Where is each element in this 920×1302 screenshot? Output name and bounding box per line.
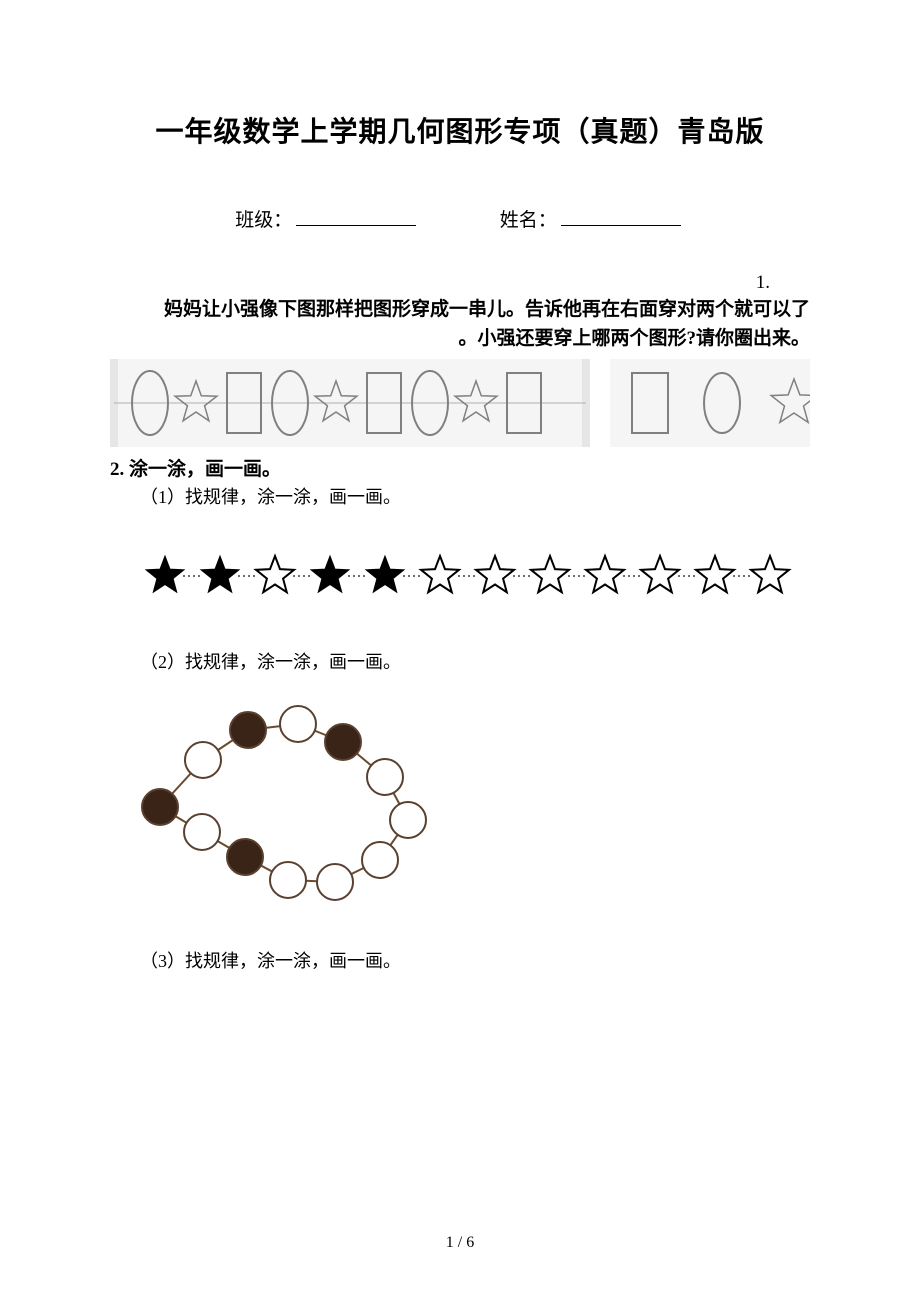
page-footer: 1 / 6: [0, 1234, 920, 1252]
name-blank: [561, 207, 681, 226]
info-line: 班级： 姓名：: [110, 205, 810, 232]
q2-sub1: （1）找规律，涂一涂，画一画。: [140, 483, 810, 509]
q2-sub3: （3）找规律，涂一涂，画一画。: [140, 947, 810, 973]
q2-heading: 2. 涂一涂，画一画。: [110, 454, 810, 481]
q1-line1: 妈妈让小强像下图那样把图形穿成一串儿。告诉他再在右面穿对两个就可以了: [164, 299, 810, 320]
name-label: 姓名：: [500, 210, 557, 231]
q1-number: 1.: [110, 272, 810, 294]
q1-line2: 。小强还要穿上哪两个图形?请你圈出来。: [458, 328, 810, 349]
q2-diamond-loop: [140, 702, 440, 912]
class-label: 班级：: [235, 210, 292, 231]
q2-sub2: （2）找规律，涂一涂，画一画。: [140, 648, 810, 674]
page-title: 一年级数学上学期几何图形专项（真题）青岛版: [110, 110, 810, 150]
class-blank: [296, 207, 416, 226]
page: 一年级数学上学期几何图形专项（真题）青岛版 班级： 姓名： 1. 妈妈让小强像下…: [0, 0, 920, 1302]
q2-stars-row: [140, 551, 800, 601]
q1-text: 妈妈让小强像下图那样把图形穿成一串儿。告诉他再在右面穿对两个就可以了 。小强还要…: [110, 296, 810, 353]
q1-pattern-image: [110, 359, 810, 447]
